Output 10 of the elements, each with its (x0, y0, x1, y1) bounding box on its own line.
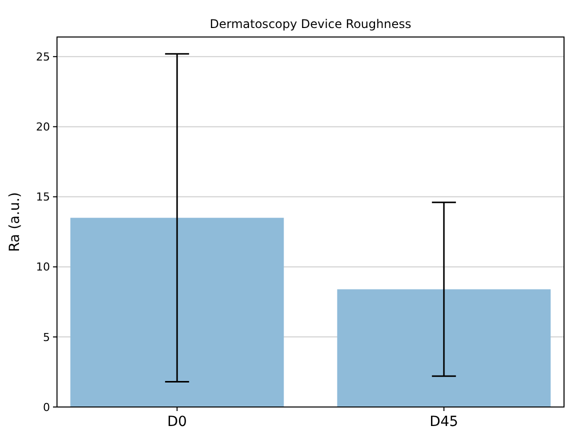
y-tick-label: 10 (36, 260, 50, 274)
y-tick-label: 5 (43, 330, 50, 344)
y-tick-label: 15 (36, 190, 50, 204)
y-tick-label: 0 (43, 400, 50, 414)
x-tick-label: D45 (430, 414, 458, 430)
y-axis-title: Ra (a.u.) (7, 192, 23, 252)
y-tick-label: 20 (36, 120, 50, 134)
chart-title: Dermatoscopy Device Roughness (210, 17, 412, 31)
y-tick-label: 25 (36, 50, 50, 64)
x-tick-label: D0 (167, 414, 187, 430)
